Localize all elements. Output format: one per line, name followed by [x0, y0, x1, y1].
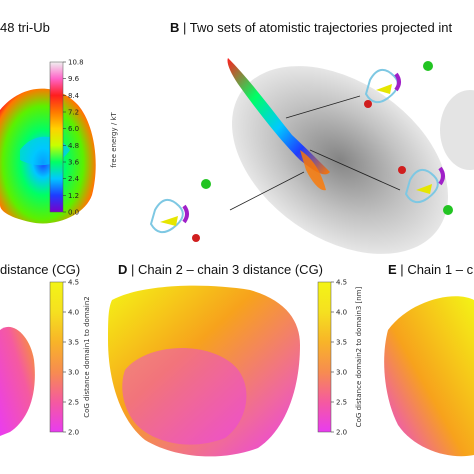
distance-density-c — [0, 326, 35, 436]
panel-b-map — [149, 58, 474, 254]
colorbar-tick-label: 3.5 — [68, 339, 79, 347]
panel-a-title-text: 48 tri-Ub — [0, 20, 50, 35]
colorbar-c-ticks: 4.5 4.0 3.5 3.0 2.5 2.0 — [63, 279, 79, 437]
colorbar-tick-label: 6.0 — [68, 125, 79, 133]
panel-d-title-text: Chain 2 – chain 3 distance (CG) — [138, 262, 324, 277]
protein-structure-1 — [364, 61, 433, 108]
colorbar-tick-label: 10.8 — [68, 59, 84, 67]
colorbar-c: 4.5 4.0 3.5 3.0 2.5 2.0 CoG distance domain1 … — [49, 279, 91, 437]
sampled-region — [231, 66, 449, 254]
colorbar-a: 10.8 9.6 8.4 7.2 6.0 4.8 3.6 2.4 1.2 0.0 free ene… — [49, 59, 118, 217]
panel-c-title-text: distance (CG) — [0, 262, 81, 277]
colorbar-tick-label: 4.0 — [336, 309, 347, 317]
panel-b-sep: | — [183, 20, 187, 35]
colorbar-tick-label: 9.6 — [68, 75, 80, 83]
panel-d-sep: | — [131, 262, 135, 277]
colorbar-tick-label: 2.5 — [336, 399, 347, 407]
distance-density-e — [384, 296, 474, 457]
panel-d-letter: D — [118, 262, 128, 277]
panel-e-letter: E — [388, 262, 397, 277]
colorbar-a-bar — [49, 61, 64, 213]
connector-lines — [229, 95, 401, 211]
colorbar-tick-label: 3.6 — [68, 159, 80, 167]
colorbar-a-ticks: 10.8 9.6 8.4 7.2 6.0 4.8 3.6 2.4 1.2 0.0 — [63, 59, 84, 217]
panel-e-map — [384, 296, 474, 457]
colorbar-tick-label: 7.2 — [68, 109, 79, 117]
trajectory-set-2 — [300, 150, 326, 191]
panel-e-sep: | — [400, 262, 404, 277]
panel-d-map — [108, 285, 300, 457]
colorbar-tick-label: 4.5 — [68, 279, 79, 287]
colorbar-tick-label: 2.0 — [336, 429, 347, 437]
panel-a-title: 48 tri-Ub — [0, 20, 50, 35]
colorbar-d-bar — [317, 281, 332, 433]
panel-e-title-text: Chain 1 – c — [407, 262, 474, 277]
protein-structure-2 — [398, 166, 453, 215]
colorbar-tick-label: 1.2 — [68, 192, 79, 200]
trajectory-set-1 — [227, 58, 330, 175]
colorbar-tick-label: 4.5 — [336, 279, 347, 287]
colorbar-c-label: CoG distance domain1 to domain2 — [83, 296, 91, 418]
colorbar-a-label: free energy / kT — [110, 112, 118, 168]
panel-d-title: D | Chain 2 – chain 3 distance (CG) — [118, 262, 323, 277]
colorbar-tick-label: 3.0 — [68, 369, 79, 377]
colorbar-tick-label: 4.8 — [68, 142, 79, 150]
protein-structure-3 — [149, 179, 211, 242]
connector-line — [285, 95, 361, 119]
colorbar-tick-label: 4.0 — [68, 309, 79, 317]
colorbar-tick-label: 3.0 — [336, 369, 347, 377]
panel-c-map — [0, 326, 35, 436]
connector-line — [229, 171, 305, 211]
panel-b-letter: B — [170, 20, 180, 35]
panel-a-map — [0, 88, 96, 224]
distance-density-d — [108, 285, 300, 457]
colorbar-tick-label: 2.4 — [68, 175, 80, 183]
panel-b-title-text: Two sets of atomistic trajectories proje… — [189, 20, 453, 35]
panel-b-title: B | Two sets of atomistic trajectories p… — [170, 20, 452, 35]
colorbar-d-ticks: 4.5 4.0 3.5 3.0 2.5 2.0 — [331, 279, 347, 437]
colorbar-c-bar — [49, 281, 64, 433]
panel-e-title: E | Chain 1 – c — [388, 262, 473, 277]
low-distance-core — [122, 348, 247, 445]
sampled-region-edge — [440, 90, 474, 170]
colorbar-tick-label: 2.5 — [68, 399, 79, 407]
colorbar-d-label: CoG distance domain2 to domain3 [nm] — [355, 287, 363, 428]
colorbar-tick-label: 3.5 — [336, 339, 347, 347]
connector-line — [309, 149, 401, 191]
colorbar-d: 4.5 4.0 3.5 3.0 2.5 2.0 CoG distance domain2 … — [317, 279, 363, 437]
panel-c-title: distance (CG) — [0, 262, 80, 277]
colorbar-tick-label: 8.4 — [68, 92, 80, 100]
colorbar-tick-label: 0.0 — [68, 209, 79, 217]
colorbar-tick-label: 2.0 — [68, 429, 79, 437]
